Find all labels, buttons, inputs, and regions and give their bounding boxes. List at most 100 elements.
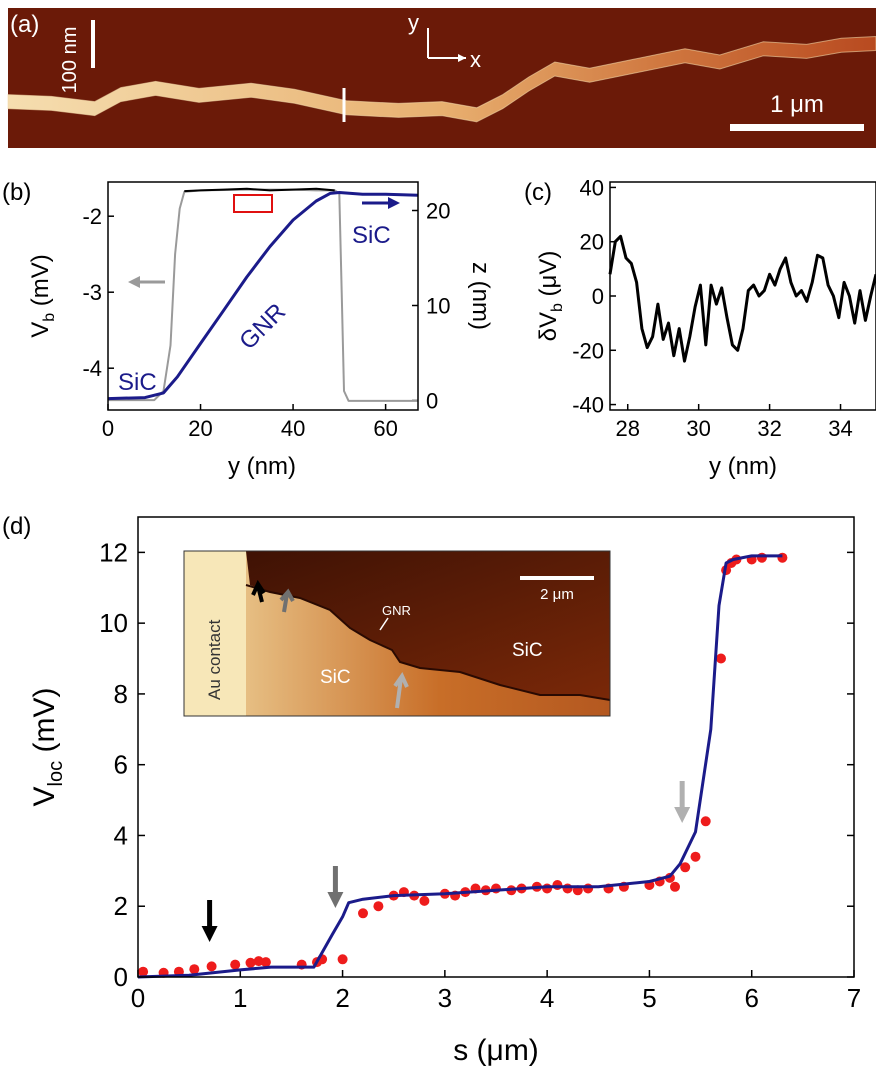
c-ytick-label: -20: [572, 338, 604, 363]
inset-image: Au contact SiC SiC GNR 2 μm: [183, 550, 611, 717]
data-point: [358, 908, 368, 919]
inset-sic-left-label: SiC: [320, 667, 351, 688]
c-ytick-label: 0: [592, 284, 604, 309]
b-xtick-label: 20: [188, 416, 212, 441]
c-ytick-label: -40: [572, 393, 604, 418]
panel-c-frame: [609, 181, 876, 411]
d-ytick-label: 8: [114, 679, 128, 709]
c-ytick-label: 20: [580, 230, 604, 255]
data-point: [756, 552, 767, 563]
c-xtick-label: 30: [686, 416, 710, 441]
inset-au-contact-label: Au contact: [205, 619, 224, 700]
panel-d-ylabel: Vloc (mV): [28, 688, 67, 807]
d-xtick-label: 2: [335, 983, 349, 1013]
inset-dark-gray-arrow: [279, 588, 295, 613]
sic-right-label: SiC: [352, 222, 391, 249]
b-xtick-label: 60: [373, 416, 397, 441]
z-scale-label: 100 nm: [59, 27, 81, 94]
scale-bar: [730, 124, 864, 131]
data-point: [700, 816, 711, 827]
data-point: [419, 895, 430, 906]
data-point: [189, 964, 200, 975]
panel-label-d: (d): [2, 513, 31, 540]
inset-gnr-edge: [245, 584, 611, 701]
gnr-label: GNR: [234, 298, 291, 355]
scale-bar-label: 1 μm: [770, 91, 824, 118]
d-xtick-label: 3: [438, 983, 452, 1013]
b-ytick-right-label: 20: [426, 199, 450, 224]
vb-line: [184, 187, 335, 193]
inset-gnr-label: GNR: [382, 603, 411, 618]
d-xtick-label: 1: [233, 983, 247, 1013]
right-axis-arrowhead: [388, 197, 400, 209]
panel-label-c: (c): [524, 179, 552, 206]
d-xtick-label: 5: [642, 983, 656, 1013]
data-point: [230, 959, 241, 970]
d-ytick-label: 6: [114, 750, 128, 780]
panel-b-xlabel: y (nm): [228, 453, 296, 480]
b-ytick-right-label: 10: [426, 294, 450, 319]
panel-c-series: [608, 234, 876, 363]
d-xtick-label: 7: [847, 983, 861, 1013]
zoom-region-box: [233, 194, 273, 213]
panel-c: (c) 28 30 32 34 40 20 0 -20 -40 y (nm) δVb (μV): [524, 175, 876, 480]
b-ytick-right-label: 0: [426, 389, 438, 414]
data-point: [337, 954, 348, 965]
panel-d-xlabel: s (μm): [453, 1034, 539, 1067]
inset-frame: [183, 550, 611, 717]
z-height-line: [107, 191, 419, 401]
b-xtick-label: 40: [281, 416, 305, 441]
left-axis-arrowhead: [128, 276, 140, 288]
panel-d-frame: [137, 516, 855, 978]
data-point: [206, 961, 217, 972]
panel-label-b: (b): [2, 179, 31, 206]
d-xtick-label: 4: [540, 983, 554, 1013]
data-point: [583, 883, 594, 894]
c-xtick-label: 32: [757, 416, 781, 441]
marker-arrowhead: [201, 926, 218, 942]
data-point: [670, 881, 680, 892]
d-ytick-label: 12: [99, 537, 128, 567]
inset-contact-region: [184, 551, 246, 716]
fit-line: [137, 554, 783, 979]
panel-c-ticks: 28 30 32 34 40 20 0 -20 -40: [572, 175, 853, 441]
inset-sic-right-label: SiC: [512, 640, 543, 661]
panel-b-ylabel-right: z (nm): [467, 262, 494, 330]
d-xtick-label: 0: [131, 983, 145, 1013]
panel-a: 100 nm y x 1 μm (a): [7, 8, 876, 148]
data-point: [552, 880, 563, 890]
data-point: [777, 552, 788, 563]
d-ytick-label: 10: [99, 608, 128, 638]
b-ytick-left-label: -2: [82, 204, 102, 229]
marker-arrowhead: [674, 807, 691, 823]
panel-b-ylabel-left: Vb (mV): [27, 254, 58, 338]
panel-b: (b) 0 20 40 60 -2 -3 -4 20 10 0 SiC SiC GNR y (nm…: [2, 179, 494, 480]
data-point: [680, 862, 691, 873]
sic-left-label: SiC: [118, 369, 157, 396]
inset-light-gray-arrow: [393, 671, 409, 709]
d-ytick-label: 0: [114, 962, 128, 992]
marker-arrowhead: [327, 892, 344, 908]
data-point: [562, 883, 573, 894]
panel-c-ylabel: δVb (μV): [535, 251, 566, 342]
axis-y-label: y: [408, 10, 419, 35]
d-ytick-label: 2: [114, 891, 128, 921]
panel-c-xlabel: y (nm): [709, 453, 777, 480]
panel-label-a: (a): [10, 11, 39, 38]
data-point: [138, 966, 149, 977]
x-arrowhead: [458, 54, 466, 62]
c-xtick-label: 34: [828, 416, 852, 441]
panel-b-ticks: 0 20 40 60 -2 -3 -4 20 10 0: [82, 199, 450, 442]
inset-black-arrow: [251, 579, 266, 603]
data-point: [716, 653, 726, 664]
d-xtick-label: 6: [744, 983, 758, 1013]
b-ytick-left-label: -3: [82, 280, 102, 305]
data-point: [373, 901, 384, 912]
panel-d-series: [137, 552, 788, 979]
c-xtick-label: 28: [615, 416, 639, 441]
delta-vb-line: [608, 234, 876, 363]
data-point: [690, 851, 701, 862]
